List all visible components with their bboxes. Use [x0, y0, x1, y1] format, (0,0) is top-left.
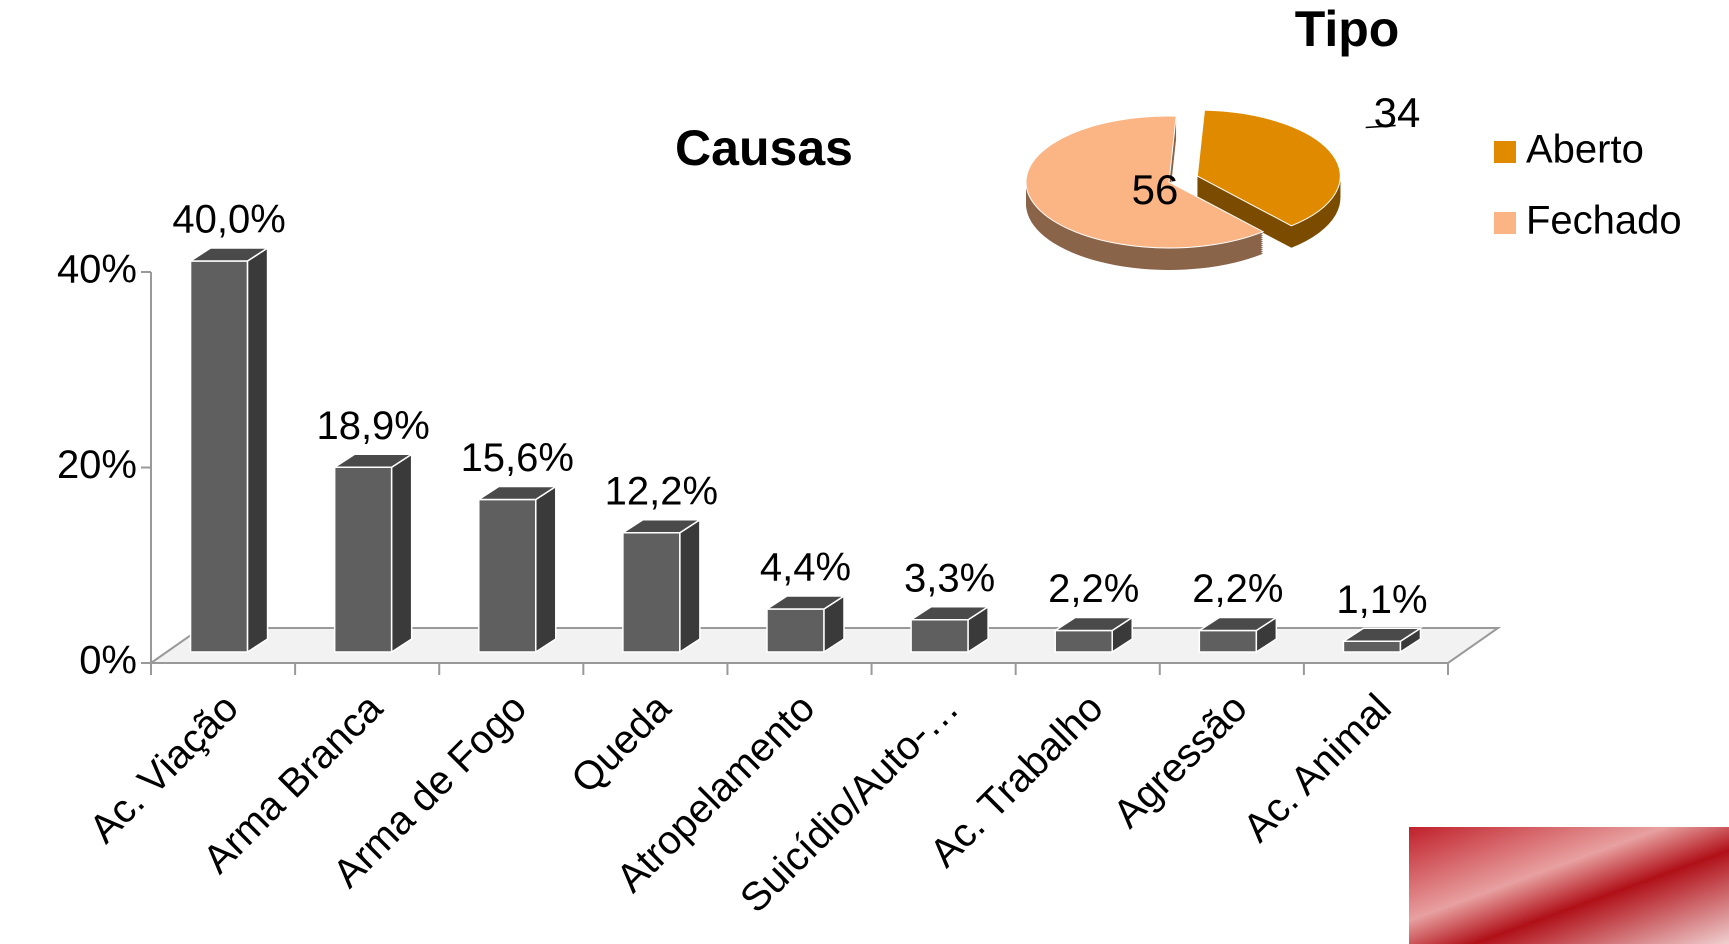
value-label: 1,1%	[1336, 578, 1427, 622]
bar	[764, 594, 847, 654]
bar-face	[1054, 629, 1113, 653]
pie-label: 34	[1374, 89, 1421, 136]
y-tick-label: 0%	[79, 639, 137, 683]
pie-slice	[1025, 115, 1265, 270]
bar-face	[1052, 616, 1135, 632]
bar	[188, 246, 271, 654]
bar-face	[1342, 640, 1402, 653]
bar	[620, 518, 703, 654]
bar-face	[1198, 629, 1258, 653]
bar	[1196, 616, 1279, 654]
bar-face	[1196, 616, 1279, 632]
bar-face	[766, 608, 825, 653]
bar-face	[910, 618, 969, 653]
value-label: 18,9%	[316, 404, 429, 448]
legend-label: Fechado	[1526, 199, 1682, 243]
legend-swatch	[1494, 141, 1516, 163]
bar-face	[908, 605, 991, 621]
bar-face	[188, 247, 271, 262]
bar-title: Causas	[675, 120, 853, 176]
bar	[332, 452, 415, 654]
bar	[908, 605, 991, 654]
bar-face	[332, 453, 415, 469]
x-tick-label: Queda	[563, 685, 680, 802]
pie-slice	[1196, 109, 1341, 248]
x-tick-label: Ac. Animal	[1235, 686, 1400, 851]
value-label: 12,2%	[605, 469, 718, 513]
bar-face	[333, 466, 393, 653]
bar-face	[478, 498, 537, 653]
bar	[1340, 626, 1423, 654]
value-label: 40,0%	[172, 198, 285, 242]
value-label: 4,4%	[760, 546, 851, 590]
slice-top	[1025, 115, 1265, 249]
legend-swatch	[1494, 212, 1516, 234]
bar-face	[189, 260, 249, 653]
photo	[1409, 827, 1729, 944]
bar	[1052, 616, 1135, 654]
bar-face	[246, 246, 269, 654]
x-tick-label: Agressão	[1105, 686, 1256, 837]
leader	[1365, 124, 1396, 129]
bar-face	[1340, 627, 1423, 642]
bar-face	[764, 595, 847, 610]
value-label: 15,6%	[461, 436, 574, 480]
bar-face	[620, 518, 703, 534]
y-tick-label: 20%	[57, 443, 137, 487]
bar-face	[390, 452, 413, 654]
value-label: 2,2%	[1192, 567, 1283, 611]
y-tick-label: 40%	[57, 248, 137, 292]
value-label: 3,3%	[904, 556, 995, 600]
bar-face	[622, 531, 681, 653]
bar-face	[679, 518, 701, 654]
pie-label: 56	[1132, 166, 1179, 213]
legend-label: Aberto	[1526, 128, 1644, 172]
pie-title: Tipo	[1295, 1, 1400, 57]
bar-face	[476, 485, 559, 501]
bar-face	[535, 485, 557, 654]
value-label: 2,2%	[1048, 567, 1139, 611]
bar	[476, 485, 559, 654]
slice-top	[1196, 109, 1341, 227]
